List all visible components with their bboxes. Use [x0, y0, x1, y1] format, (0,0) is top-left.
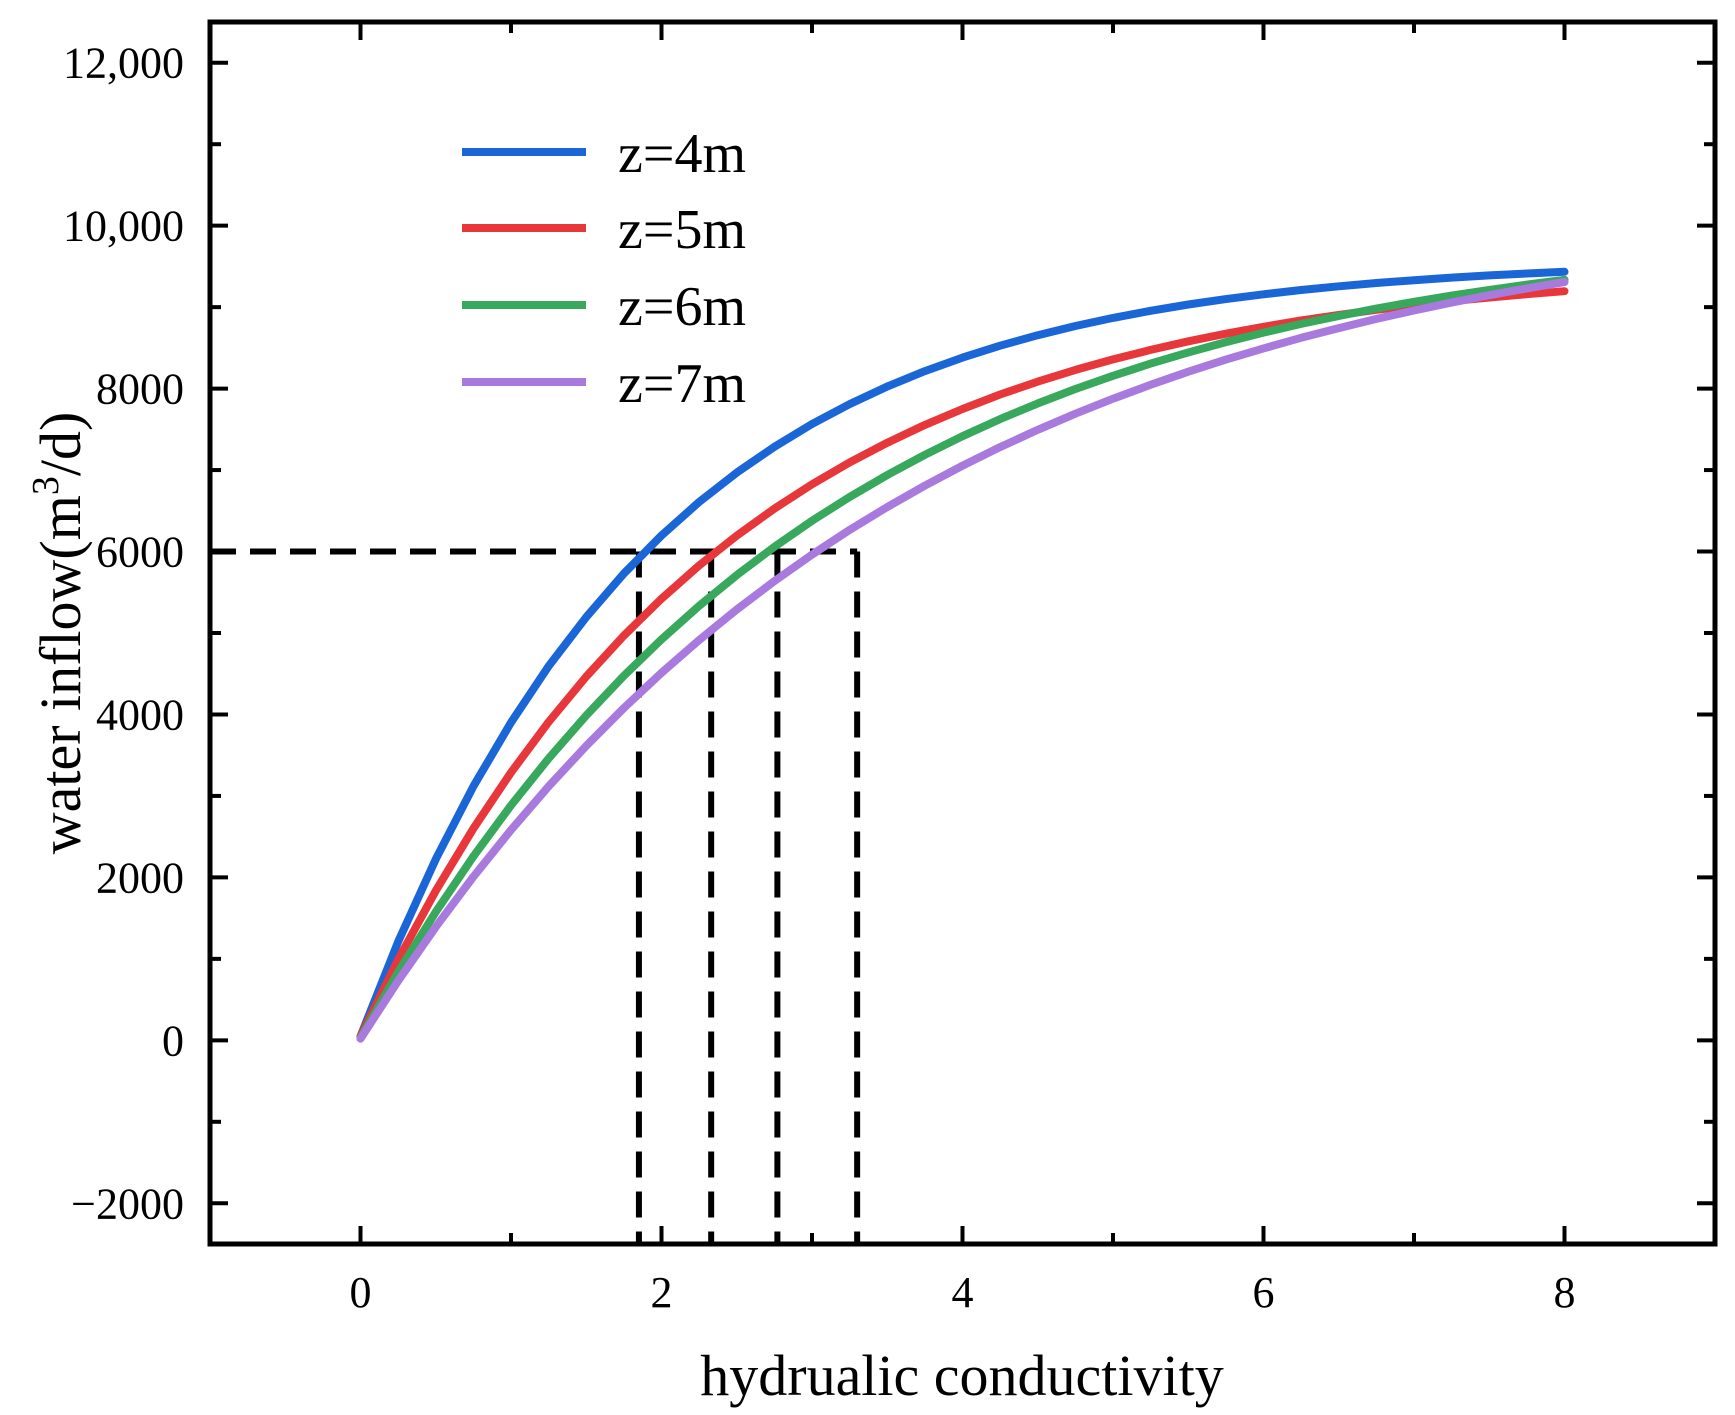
y-tick-label: 8000 — [96, 365, 184, 414]
plot-frame — [207, 19, 1718, 1247]
legend-label-z6: z=6m — [618, 276, 746, 338]
y-tick-label: 2000 — [96, 853, 184, 902]
reference-lines-layer — [210, 548, 861, 1244]
y-tick-label: −2000 — [71, 1179, 184, 1228]
series-line-6m — [356, 275, 1569, 1042]
y-axis-label: water inflow(m3/d) — [25, 412, 93, 855]
x-tick-label: 0 — [350, 1268, 372, 1317]
ticks-layer: 0 2 4 6 8 −2000 0 2000 4000 6000 8000 10,000 12,000 — [63, 22, 1715, 1317]
x-tick-label: 8 — [1554, 1268, 1576, 1317]
y-tick-label: 12,000 — [63, 39, 184, 88]
y-tick-label: 0 — [162, 1016, 184, 1065]
y-tick-label: 6000 — [96, 528, 184, 577]
legend-label-z4: z=4m — [618, 123, 746, 185]
x-axis-label: hydrualic conductivity — [700, 1343, 1223, 1408]
x-tick-label: 6 — [1253, 1268, 1275, 1317]
y-tick-label: 10,000 — [63, 202, 184, 251]
y-tick-label: 4000 — [96, 690, 184, 739]
x-tick-label: 4 — [952, 1268, 974, 1317]
y-axis-label-superscript: 3 — [25, 476, 67, 495]
legend-label-z5: z=5m — [618, 199, 746, 261]
legend-label-z7: z=7m — [618, 353, 746, 415]
x-tick-label: 2 — [651, 1268, 673, 1317]
legend: z=4m z=5m z=6m z=7m — [462, 123, 746, 415]
series-line-7m — [356, 278, 1569, 1043]
series-line-5m — [356, 287, 1569, 1041]
y-axis-label-main: water inflow(m — [28, 495, 93, 854]
series-line-4m — [356, 267, 1569, 1041]
series-layer — [356, 267, 1569, 1043]
y-axis-label-tail: /d) — [28, 412, 93, 476]
